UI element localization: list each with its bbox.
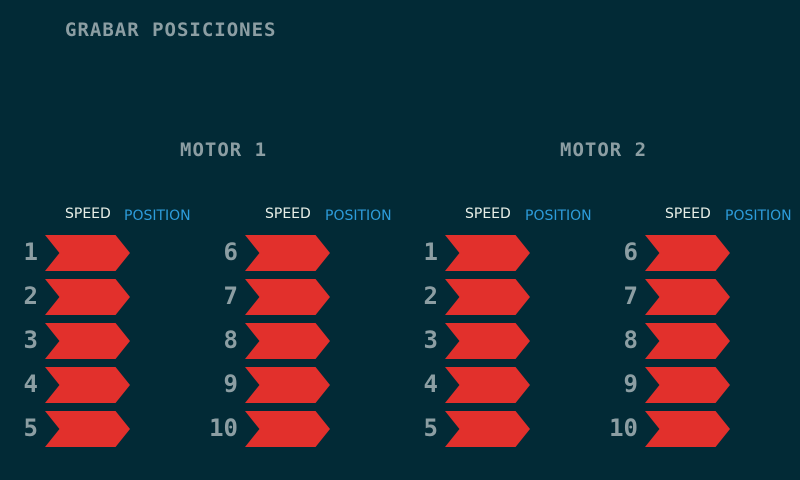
chevron-right-icon[interactable] xyxy=(645,279,730,315)
motor-2-slot-10: 10 xyxy=(600,409,800,449)
motor-2-slot-1: 1 xyxy=(400,233,600,273)
slot-number: 4 xyxy=(423,370,438,398)
position-label: POSITION xyxy=(525,208,592,224)
speed-label: SPEED xyxy=(465,206,511,222)
motor-1-slot-6: 6 xyxy=(200,233,400,273)
chevron-right-icon[interactable] xyxy=(245,235,330,271)
slot-number: 7 xyxy=(623,282,638,310)
motor-2-slots-1-5: SPEED POSITION 1 2 3 4 5 xyxy=(400,0,600,480)
chevron-right-icon[interactable] xyxy=(45,323,130,359)
chevron-right-icon[interactable] xyxy=(45,367,130,403)
slot-number: 8 xyxy=(223,326,238,354)
position-label: POSITION xyxy=(325,208,392,224)
slot-number: 5 xyxy=(23,414,38,442)
slot-number: 6 xyxy=(223,238,238,266)
slot-number: 1 xyxy=(423,238,438,266)
slot-number: 9 xyxy=(623,370,638,398)
slot-number: 3 xyxy=(423,326,438,354)
chevron-right-icon[interactable] xyxy=(245,411,330,447)
chevron-right-icon[interactable] xyxy=(245,323,330,359)
motor-1-slot-5: 5 xyxy=(0,409,200,449)
chevron-right-icon[interactable] xyxy=(445,411,530,447)
slot-number: 9 xyxy=(223,370,238,398)
slot-number: 5 xyxy=(423,414,438,442)
motor-1-slot-4: 4 xyxy=(0,365,200,405)
slot-number: 8 xyxy=(623,326,638,354)
motor-1-slot-7: 7 xyxy=(200,277,400,317)
chevron-right-icon[interactable] xyxy=(45,411,130,447)
speed-label: SPEED xyxy=(265,206,311,222)
motor-2-slot-3: 3 xyxy=(400,321,600,361)
chevron-right-icon[interactable] xyxy=(45,235,130,271)
chevron-right-icon[interactable] xyxy=(645,235,730,271)
chevron-right-icon[interactable] xyxy=(645,411,730,447)
motor-2-slot-8: 8 xyxy=(600,321,800,361)
motor-2-title: MOTOR 2 xyxy=(560,139,648,161)
slot-number: 10 xyxy=(609,414,638,442)
chevron-right-icon[interactable] xyxy=(645,323,730,359)
slot-number: 10 xyxy=(209,414,238,442)
chevron-right-icon[interactable] xyxy=(445,323,530,359)
motor-2-slot-4: 4 xyxy=(400,365,600,405)
slot-number: 2 xyxy=(423,282,438,310)
chevron-right-icon[interactable] xyxy=(645,367,730,403)
motor-2-slot-2: 2 xyxy=(400,277,600,317)
motor-2-slots-6-10: SPEED POSITION 6 7 8 9 10 xyxy=(600,0,800,480)
chevron-right-icon[interactable] xyxy=(445,367,530,403)
motor-1-slot-1: 1 xyxy=(0,233,200,273)
chevron-right-icon[interactable] xyxy=(45,279,130,315)
chevron-right-icon[interactable] xyxy=(245,367,330,403)
motor-1-slots-6-10: SPEED POSITION 6 7 8 9 10 xyxy=(200,0,400,480)
motor-2-slot-7: 7 xyxy=(600,277,800,317)
motor-1-slot-9: 9 xyxy=(200,365,400,405)
slot-number: 7 xyxy=(223,282,238,310)
motor-1-slots-1-5: SPEED POSITION 1 2 3 4 5 xyxy=(0,0,200,480)
slot-number: 4 xyxy=(23,370,38,398)
chevron-right-icon[interactable] xyxy=(445,235,530,271)
slot-number: 2 xyxy=(23,282,38,310)
motor-2-slot-5: 5 xyxy=(400,409,600,449)
slot-number: 3 xyxy=(23,326,38,354)
chevron-right-icon[interactable] xyxy=(245,279,330,315)
motor-1-slot-8: 8 xyxy=(200,321,400,361)
motor-1-title: MOTOR 1 xyxy=(180,139,268,161)
motor-2-slot-6: 6 xyxy=(600,233,800,273)
position-label: POSITION xyxy=(124,208,191,224)
slot-number: 6 xyxy=(623,238,638,266)
speed-label: SPEED xyxy=(65,206,111,222)
motor-1-slot-2: 2 xyxy=(0,277,200,317)
page-title: GRABAR POSICIONES xyxy=(65,19,277,41)
motor-2-slot-9: 9 xyxy=(600,365,800,405)
chevron-right-icon[interactable] xyxy=(445,279,530,315)
position-label: POSITION xyxy=(725,208,792,224)
slot-number: 1 xyxy=(23,238,38,266)
motor-1-slot-3: 3 xyxy=(0,321,200,361)
speed-label: SPEED xyxy=(665,206,711,222)
motor-1-slot-10: 10 xyxy=(200,409,400,449)
